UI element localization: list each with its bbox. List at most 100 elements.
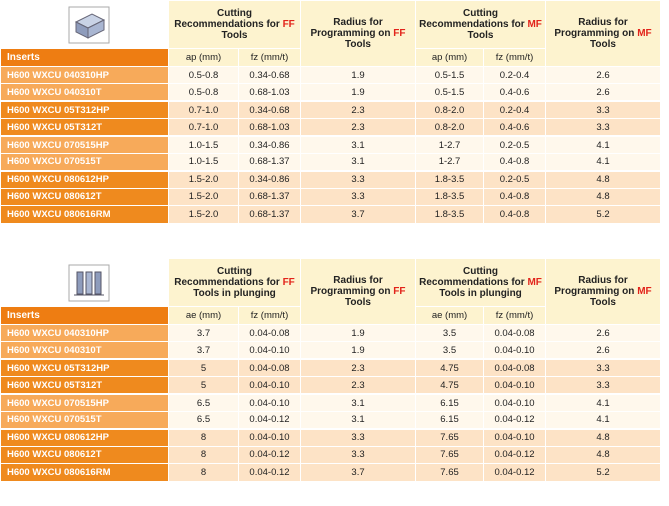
data-row: H600 WXCU 040310T 0.5-0.8 0.68-1.03 1.9 0.5-… [0, 83, 662, 102]
data-cell: 5.2 [545, 205, 662, 224]
inserts-header: Inserts [0, 306, 169, 325]
data-cell: 0.2-0.5 [483, 169, 547, 189]
data-cell: 0.04-0.10 [237, 393, 302, 412]
data-row: H600 WXCU 040310T 3.7 0.04-0.10 1.9 3.5 0.04-… [0, 341, 662, 360]
data-cell: 0.04-0.10 [483, 341, 547, 360]
data-cell: 0.68-1.03 [237, 83, 302, 102]
header-text: Tools [345, 39, 371, 50]
data-cell: 0.5-1.5 [415, 83, 485, 102]
header-text: Tools [221, 30, 248, 41]
header-text: Cutting Recommendations for [419, 266, 528, 288]
insert-name: H600 WXCU 040310T [0, 83, 169, 102]
header-text: Tools [467, 30, 494, 41]
subheader: fz (mm/t) [483, 48, 547, 67]
data-cell: 0.5-1.5 [415, 65, 485, 85]
spec-table: Cutting Recommendations for FF Tools in … [0, 258, 662, 482]
data-cell: 4.1 [545, 410, 662, 430]
data-cell: 0.04-0.12 [483, 463, 547, 482]
data-cell: 6.15 [415, 393, 485, 412]
data-row: H600 WXCU 05T312T 5 0.04-0.10 2.3 4.75 0.04-0… [0, 376, 662, 395]
data-cell: 0.04-0.10 [483, 393, 547, 412]
tool-code: MF [527, 19, 542, 30]
data-cell: 7.65 [415, 445, 485, 465]
data-cell: 8 [168, 427, 239, 447]
data-cell: 4.1 [545, 135, 662, 154]
tool-code: MF [637, 28, 652, 39]
insert-name: H600 WXCU 070515T [0, 152, 169, 172]
data-cell: 0.04-0.12 [237, 410, 302, 430]
data-row: H600 WXCU 080612T 8 0.04-0.12 3.3 7.65 0.04-0… [0, 445, 662, 465]
tool-code: FF [393, 28, 406, 39]
data-cell: 3.7 [168, 323, 239, 343]
data-cell: 0.5-0.8 [168, 83, 239, 102]
data-cell: 3.3 [545, 100, 662, 120]
data-cell: 2.6 [545, 65, 662, 85]
data-row: H600 WXCU 040310HP 3.7 0.04-0.08 1.9 3.5 0.04… [0, 323, 662, 343]
data-cell: 3.1 [300, 410, 417, 430]
tool-code: MF [637, 286, 652, 297]
insert-icon [68, 6, 110, 44]
data-row: H600 WXCU 040310HP 0.5-0.8 0.34-0.68 1.9 0.5… [0, 65, 662, 85]
data-row: H600 WXCU 080612HP 8 0.04-0.10 3.3 7.65 0.04-… [0, 427, 662, 447]
insert-name: H600 WXCU 070515HP [0, 393, 169, 412]
data-cell: 3.3 [545, 118, 662, 137]
data-cell: 0.34-0.86 [237, 135, 302, 154]
data-cell: 2.3 [300, 358, 417, 378]
insert-name: H600 WXCU 05T312HP [0, 100, 169, 120]
data-cell: 1.8-3.5 [415, 169, 485, 189]
data-cell: 5 [168, 358, 239, 378]
data-cell: 0.68-1.37 [237, 187, 302, 207]
data-cell: 1.5-2.0 [168, 169, 239, 189]
data-cell: 4.1 [545, 393, 662, 412]
insert-name: H600 WXCU 070515HP [0, 135, 169, 154]
data-cell: 2.6 [545, 341, 662, 360]
insert-name: H600 WXCU 080612T [0, 187, 169, 207]
data-cell: 5 [168, 376, 239, 395]
header-text: Tools [590, 297, 616, 308]
header-text: Cutting Recommendations for [174, 8, 283, 30]
data-cell: 3.3 [300, 427, 417, 447]
header-text: Tools in plunging [439, 288, 522, 299]
data-cell: 1.0-1.5 [168, 152, 239, 172]
data-cell: 0.7-1.0 [168, 100, 239, 120]
data-cell: 0.4-0.8 [483, 187, 547, 207]
data-cell: 3.1 [300, 152, 417, 172]
insert-name: H600 WXCU 040310T [0, 341, 169, 360]
data-cell: 0.04-0.12 [483, 445, 547, 465]
data-cell: 0.5-0.8 [168, 65, 239, 85]
data-row: H600 WXCU 070515T 6.5 0.04-0.12 3.1 6.15 0.04… [0, 410, 662, 430]
data-cell: 3.3 [545, 376, 662, 395]
tool-code: FF [282, 277, 295, 288]
data-cell: 0.4-0.8 [483, 205, 547, 224]
data-cell: 4.8 [545, 187, 662, 207]
data-cell: 4.8 [545, 445, 662, 465]
header-text: Tools [345, 297, 371, 308]
header-text: Tools in plunging [193, 288, 276, 299]
insert-name: H600 WXCU 070515T [0, 410, 169, 430]
data-cell: 0.04-0.10 [237, 376, 302, 395]
data-cell: 1.5-2.0 [168, 187, 239, 207]
data-cell: 0.68-1.03 [237, 118, 302, 137]
data-cell: 0.04-0.10 [237, 341, 302, 360]
data-cell: 0.2-0.4 [483, 100, 547, 120]
data-cell: 0.04-0.10 [483, 427, 547, 447]
data-row: H600 WXCU 05T312HP 5 0.04-0.08 2.3 4.75 0.04-… [0, 358, 662, 378]
data-cell: 0.04-0.08 [237, 358, 302, 378]
data-cell: 0.04-0.08 [483, 323, 547, 343]
data-row: H600 WXCU 080616RM 8 0.04-0.12 3.7 7.65 0.04-… [0, 463, 662, 482]
data-cell: 2.3 [300, 376, 417, 395]
data-cell: 2.3 [300, 100, 417, 120]
subheader-row: Inserts ap (mm) fz (mm/t) ap (mm) fz (mm/t) [0, 48, 661, 67]
data-cell: 4.8 [545, 169, 662, 189]
subheader: ae (mm) [415, 306, 485, 325]
insert-name: H600 WXCU 05T312T [0, 376, 169, 395]
data-cell: 1.9 [300, 341, 417, 360]
data-cell: 2.3 [300, 118, 417, 137]
subheader: fz (mm/t) [237, 306, 302, 325]
data-cell: 0.2-0.5 [483, 135, 547, 154]
data-cell: 1.9 [300, 83, 417, 102]
data-cell: 5.2 [545, 463, 662, 482]
data-cell: 7.65 [415, 463, 485, 482]
data-cell: 0.4-0.6 [483, 118, 547, 137]
